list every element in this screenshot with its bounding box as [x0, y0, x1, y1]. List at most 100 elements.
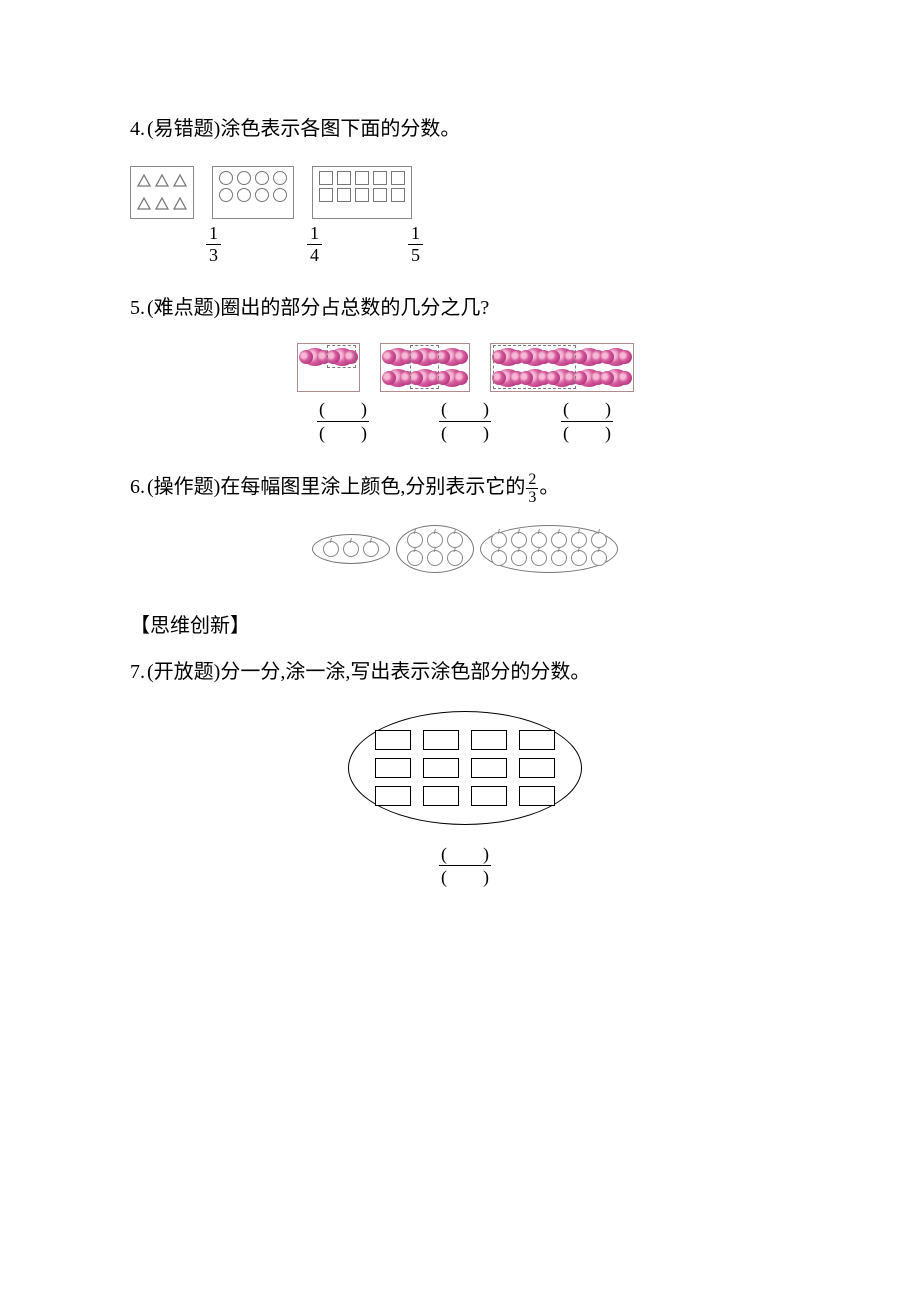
- shape-icon: [173, 194, 187, 214]
- q7-cell: [423, 786, 459, 806]
- flower-icon: [303, 348, 327, 366]
- q7-cell: [519, 730, 555, 750]
- q6-number: 6.: [130, 468, 145, 506]
- apple-icon: [571, 550, 587, 566]
- flower-icon: [523, 348, 547, 366]
- section-label: 【思维创新】: [130, 607, 800, 645]
- fraction: 13: [206, 223, 221, 265]
- q7-number: 7.: [130, 653, 145, 691]
- q7-prompt: 7. (开放题)分一分,涂一涂,写出表示涂色部分的分数。: [130, 653, 800, 691]
- shape-icon: [355, 188, 369, 202]
- apple-icon: [407, 550, 423, 566]
- flower-icon: [386, 369, 410, 387]
- blank-fraction: ( )( ): [317, 398, 369, 444]
- fraction: 14: [307, 223, 322, 265]
- shape-icon: [391, 171, 405, 185]
- blank-fraction: ( )( ): [561, 398, 613, 444]
- flower-icon: [496, 348, 520, 366]
- flower-icon: [330, 348, 354, 366]
- q6-tag: (操作题): [147, 476, 220, 498]
- q4-prompt: 4. (易错题)涂色表示各图下面的分数。: [130, 110, 800, 148]
- q6-text-after: 。: [539, 476, 559, 498]
- q4-shape-box: [130, 166, 194, 219]
- q7-cell: [471, 786, 507, 806]
- shape-icon: [137, 194, 151, 214]
- flower-icon: [386, 348, 410, 366]
- shape-icon: [219, 188, 233, 202]
- apple-icon: [323, 541, 339, 557]
- shape-icon: [355, 171, 369, 185]
- q4-shape-boxes: [130, 166, 800, 219]
- q4-shape-box: [212, 166, 294, 219]
- apple-icon: [407, 532, 423, 548]
- apple-icon: [531, 550, 547, 566]
- q7-cell: [519, 786, 555, 806]
- q5-flower-groups: [130, 343, 800, 392]
- apple-oval: [396, 525, 474, 573]
- q5-flower-box: [490, 343, 634, 392]
- q4-shape-box: [312, 166, 412, 219]
- q7-figure: ( ) ( ): [130, 711, 800, 897]
- apple-icon: [343, 541, 359, 557]
- shape-icon: [319, 171, 333, 185]
- shape-icon: [137, 171, 151, 191]
- shape-icon: [391, 188, 405, 202]
- flower-icon: [413, 348, 437, 366]
- q7-cell: [375, 786, 411, 806]
- shape-icon: [273, 188, 287, 202]
- flower-icon: [413, 369, 437, 387]
- q7-text: 分一分,涂一涂,写出表示涂色部分的分数。: [220, 661, 590, 683]
- q4-number: 4.: [130, 110, 145, 148]
- shape-icon: [373, 188, 387, 202]
- q7-cell: [375, 758, 411, 778]
- q7-oval: [348, 711, 582, 825]
- q5-tag: (难点题): [147, 297, 220, 319]
- q7-tag: (开放题): [147, 661, 220, 683]
- q5-number: 5.: [130, 289, 145, 327]
- apple-icon: [591, 532, 607, 548]
- blank-fraction: ( )( ): [439, 398, 491, 444]
- q5-blank-fractions: ( )( ) ( )( ) ( )( ): [130, 398, 800, 444]
- q6-text-before: 在每幅图里涂上颜色,分别表示它的: [220, 476, 525, 498]
- flower-icon: [523, 369, 547, 387]
- worksheet-page: 4. (易错题)涂色表示各图下面的分数。 131415 5. (难点题)圈出的部…: [0, 0, 920, 1302]
- shape-icon: [337, 171, 351, 185]
- shape-icon: [173, 171, 187, 191]
- apple-icon: [511, 550, 527, 566]
- q7-body: (开放题)分一分,涂一涂,写出表示涂色部分的分数。: [147, 653, 800, 691]
- apple-oval: [312, 534, 390, 564]
- shape-icon: [337, 188, 351, 202]
- flower-icon: [496, 369, 520, 387]
- shape-icon: [219, 171, 233, 185]
- q5-body: (难点题)圈出的部分占总数的几分之几?: [147, 289, 800, 327]
- flower-icon: [440, 348, 464, 366]
- q7-cell: [471, 758, 507, 778]
- q7-cell: [519, 758, 555, 778]
- q4-fractions: 131415: [206, 223, 800, 265]
- q4-tag: (易错题): [147, 118, 220, 140]
- shape-icon: [319, 188, 333, 202]
- flower-icon: [604, 348, 628, 366]
- q7-cell: [471, 730, 507, 750]
- q7-blank-fraction: ( ) ( ): [439, 843, 491, 889]
- shape-icon: [373, 171, 387, 185]
- apple-icon: [491, 550, 507, 566]
- apple-oval: [480, 525, 618, 573]
- shape-icon: [237, 188, 251, 202]
- apple-icon: [447, 550, 463, 566]
- q6-fraction: 23: [526, 471, 538, 507]
- flower-icon: [550, 369, 574, 387]
- shape-icon: [155, 194, 169, 214]
- shape-icon: [155, 171, 169, 191]
- shape-icon: [255, 188, 269, 202]
- flower-icon: [577, 369, 601, 387]
- apple-icon: [511, 532, 527, 548]
- apple-icon: [551, 550, 567, 566]
- apple-icon: [531, 532, 547, 548]
- q5-text: 圈出的部分占总数的几分之几?: [220, 297, 489, 319]
- apple-icon: [363, 541, 379, 557]
- q7-cell: [423, 758, 459, 778]
- q5-prompt: 5. (难点题)圈出的部分占总数的几分之几?: [130, 289, 800, 327]
- shape-icon: [273, 171, 287, 185]
- q7-cell: [375, 730, 411, 750]
